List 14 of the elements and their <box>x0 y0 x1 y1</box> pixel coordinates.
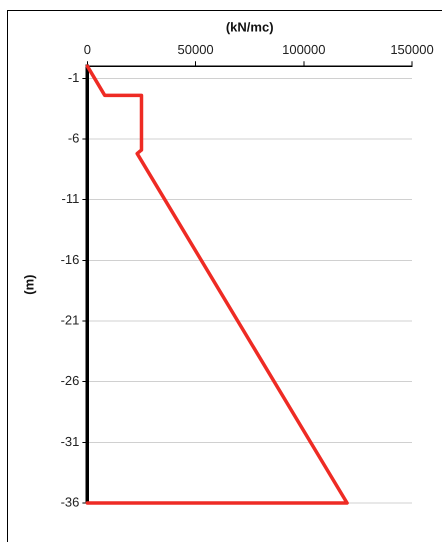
x-tick-label: 100000 <box>282 42 326 57</box>
y-tick-label: -26 <box>60 373 80 388</box>
y-tick-label: -31 <box>60 434 80 449</box>
y-tick-label: -6 <box>68 130 80 146</box>
y-tick-label: -21 <box>60 312 80 328</box>
y-tick-label: -16 <box>60 252 80 267</box>
x-tick-label: 150000 <box>390 42 434 57</box>
y-axis-title: (m) <box>21 274 36 295</box>
y-tick-label: -11 <box>62 191 80 206</box>
y-tick-label: -36 <box>60 494 80 510</box>
y-tick-label: -1 <box>68 70 80 85</box>
x-axis-title: (kN/mc) <box>226 19 274 34</box>
x-tick-label: 0 <box>84 42 92 57</box>
x-tick-label: 50000 <box>178 42 214 57</box>
